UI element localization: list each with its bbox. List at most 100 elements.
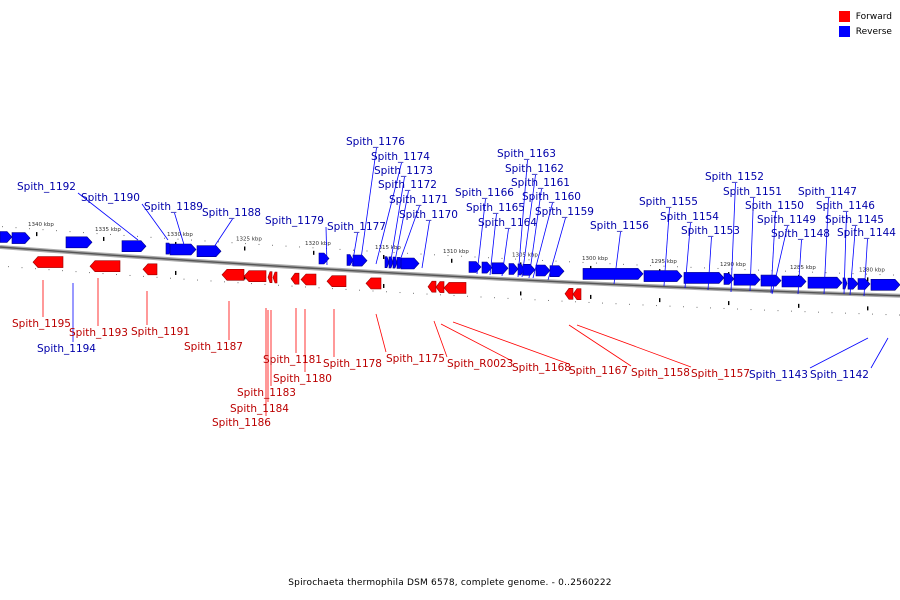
- ruler-dot: [278, 284, 279, 286]
- scale-tick-label: 1280 kbp: [859, 267, 885, 273]
- label-leader-line: [351, 232, 358, 267]
- gene-label: Spith_1161: [511, 177, 570, 189]
- ruler-dot: [204, 240, 206, 242]
- gene-label: Spith_1148: [771, 228, 830, 240]
- gene-label: Spith_1173: [374, 165, 433, 177]
- label-leader-line: [771, 225, 788, 295]
- ruler-dot: [413, 292, 414, 294]
- ruler-dot: [83, 232, 84, 234]
- reverse-gene-arrow: [400, 257, 420, 270]
- ruler-dot: [852, 273, 854, 275]
- legend-forward-label: Forward: [855, 11, 892, 22]
- ruler-dot: [164, 237, 165, 239]
- ruler-dot: [29, 228, 30, 230]
- label-leader-line: [359, 147, 377, 267]
- gene-label: Spith_1180: [273, 373, 332, 385]
- reverse-gene-arrow: [643, 270, 683, 282]
- ruler-dot: [542, 259, 543, 261]
- major-tick: [867, 306, 869, 311]
- ruler-dot: [245, 243, 246, 245]
- ruler-dot: [218, 241, 219, 243]
- ruler-dot: [183, 278, 185, 280]
- label-leader-line: [809, 337, 869, 369]
- forward-gene-arrow: [290, 272, 300, 285]
- label-leader-line: [489, 213, 497, 276]
- scale-tick-label: 1295 kbp: [651, 259, 677, 265]
- gene-labels: Spith_1192 Spith_1190 Spith_1189 Spith_1188…: [12, 136, 896, 429]
- ruler-dot: [285, 245, 287, 247]
- ruler-dot: [75, 271, 77, 273]
- label-leader-line: [797, 239, 802, 295]
- reverse-gene-arrow: [847, 277, 859, 290]
- major-tick: [103, 236, 105, 241]
- label-leader-line: [613, 231, 621, 285]
- ruler-dot: [474, 256, 476, 258]
- major-tick: [175, 270, 177, 275]
- label-leader-line: [576, 324, 692, 368]
- scale-tick-label: 1335 kbp: [95, 227, 121, 233]
- reverse-gene-arrow: [683, 272, 725, 284]
- ruler-dot: [825, 272, 827, 274]
- gene-label: Spith_1144: [837, 227, 896, 239]
- label-leader-line: [770, 211, 776, 294]
- scale-tick-label: 1310 kbp: [443, 249, 469, 255]
- ruler-dot: [426, 293, 428, 295]
- gene-label: Spith_1152: [705, 171, 764, 183]
- gene-label: Spith_1184: [230, 403, 289, 415]
- gene-label: Spith_1177: [327, 221, 386, 233]
- ruler-dot: [251, 283, 252, 285]
- reverse-gene-arrow: [870, 278, 900, 291]
- ruler-dot: [480, 296, 482, 298]
- ruler-dot: [210, 280, 212, 282]
- scale-tick-label: 1330 kbp: [167, 232, 193, 238]
- legend-reverse-label: Reverse: [855, 26, 892, 37]
- label-leader-line: [863, 238, 868, 297]
- forward-gene-arrow: [427, 280, 437, 293]
- ruler-dot: [669, 305, 671, 307]
- gene-label: Spith_1168: [512, 362, 571, 374]
- forward-gene-arrow: [572, 288, 582, 301]
- gene-label: Spith_1149: [757, 214, 816, 226]
- ruler-dot: [2, 226, 3, 228]
- ruler-dot: [534, 299, 536, 301]
- label-leader-line: [528, 188, 542, 279]
- forward-gene-arrow: [435, 281, 445, 293]
- gene-label: Spith_1155: [639, 196, 698, 208]
- reverse-gene-arrow: [842, 277, 848, 290]
- ruler-dot: [48, 269, 50, 271]
- ruler-dot: [515, 258, 516, 260]
- ruler-dot: [318, 287, 320, 289]
- label-leader-line: [393, 190, 409, 267]
- scale-tick-label: 1300 kbp: [582, 256, 608, 262]
- reverse-gene-arrow: [384, 256, 390, 269]
- gene-label: Spith_1178: [323, 358, 382, 370]
- major-tick: [383, 283, 385, 288]
- ruler-dot: [393, 252, 395, 254]
- gene-label: Spith_1162: [505, 163, 564, 175]
- ruler-dot: [818, 311, 819, 313]
- gene-label: Spith_1142: [810, 369, 869, 381]
- label-leader-line: [476, 198, 486, 275]
- ruler-dot: [156, 276, 158, 278]
- legend-forward: Forward: [838, 9, 892, 24]
- ruler-dot: [569, 261, 570, 263]
- ruler-dot: [636, 264, 638, 266]
- legend: Forward Reverse: [838, 9, 892, 39]
- ruler-dot: [21, 267, 23, 269]
- forward-gene-arrow: [267, 271, 273, 284]
- label-leader-line: [433, 320, 448, 358]
- major-tick: [520, 291, 522, 296]
- ruler-dot: [737, 308, 738, 310]
- ruler-dot: [197, 279, 198, 281]
- gene-label: Spith_1145: [825, 214, 884, 226]
- label-leader-line: [532, 202, 553, 279]
- ruler-dot: [420, 253, 422, 255]
- reverse-gene-arrow: [781, 275, 807, 288]
- ruler-dot: [798, 271, 800, 273]
- major-tick: [244, 246, 246, 251]
- ruler-layer: 1340 kbp 1335 kbp 1330 kbp 1325 kbp 1320 kbp…: [2, 222, 900, 316]
- ruler-dot: [677, 266, 678, 268]
- forward-gene-arrow: [300, 273, 317, 286]
- ruler-dot: [858, 313, 860, 315]
- gene-label: Spith_1170: [399, 209, 458, 221]
